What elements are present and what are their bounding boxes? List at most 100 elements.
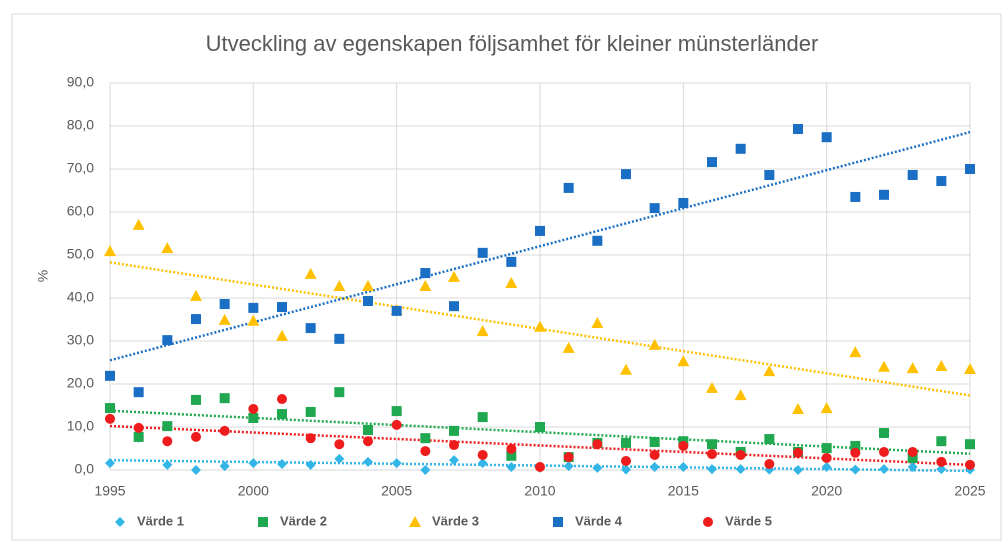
point (277, 409, 287, 420)
legend-marker (115, 517, 125, 527)
point (477, 458, 488, 469)
y-tick-label: 80,0 (67, 117, 94, 133)
point (763, 365, 776, 377)
point (964, 362, 976, 374)
point (764, 170, 775, 181)
point (420, 446, 431, 457)
y-tick-label: 50,0 (67, 246, 94, 262)
point (420, 433, 431, 444)
point (821, 452, 832, 463)
legend-marker (409, 516, 421, 527)
y-tick-label: 10,0 (67, 418, 94, 434)
point (592, 439, 603, 450)
point (506, 450, 517, 461)
point (334, 453, 345, 464)
point (133, 431, 144, 442)
point (248, 302, 259, 313)
point (649, 203, 660, 214)
point (707, 439, 717, 450)
x-tick-label: 2000 (238, 483, 269, 499)
point (563, 452, 574, 463)
y-tick-label: 90,0 (67, 74, 94, 90)
y-tick-label: 20,0 (67, 375, 94, 391)
point (476, 325, 489, 337)
point (879, 446, 889, 457)
y-tick-label: 70,0 (67, 160, 94, 176)
point (448, 270, 460, 282)
point (191, 394, 201, 405)
point (391, 458, 402, 469)
point (362, 279, 374, 291)
point (449, 440, 459, 451)
point (277, 302, 287, 313)
point (334, 387, 345, 398)
point (305, 406, 316, 417)
point (162, 436, 173, 447)
point (879, 464, 889, 475)
point (506, 461, 517, 472)
point (305, 323, 316, 334)
point (850, 440, 861, 451)
point (621, 464, 631, 475)
point (678, 461, 689, 472)
point (849, 346, 862, 358)
point (277, 458, 287, 469)
y-tick-label: 60,0 (67, 203, 94, 219)
x-tick-label: 2010 (524, 483, 555, 499)
point (735, 464, 746, 475)
legend-label: Värde 5 (725, 513, 772, 528)
point (592, 235, 603, 246)
point (907, 461, 918, 472)
point (191, 431, 201, 442)
point (764, 434, 775, 445)
x-tick-label: 2020 (811, 483, 842, 499)
chart-frame (11, 13, 1002, 541)
x-tick-label: 1995 (94, 483, 125, 499)
legend-label: Värde 2 (280, 513, 327, 528)
point (793, 465, 803, 475)
point (105, 413, 115, 424)
x-tick-label: 2025 (954, 483, 985, 499)
point (218, 313, 231, 325)
point (391, 406, 402, 417)
point (506, 256, 517, 267)
y-tick-label: 0,0 (75, 461, 95, 477)
point (678, 440, 689, 451)
point (305, 433, 316, 444)
point (419, 279, 432, 291)
point (563, 461, 574, 472)
point (821, 461, 832, 472)
legend-label: Värde 3 (432, 513, 479, 528)
point (563, 182, 574, 193)
point (132, 218, 145, 230)
point (735, 143, 746, 154)
point (477, 412, 488, 423)
point (850, 464, 861, 475)
point (219, 393, 230, 404)
point (105, 403, 115, 414)
point (333, 279, 346, 291)
point (334, 333, 345, 344)
point (449, 455, 459, 466)
point (562, 341, 575, 353)
point (621, 437, 631, 448)
point (105, 370, 115, 381)
point (363, 296, 373, 307)
point (935, 359, 948, 371)
point (821, 132, 832, 143)
point (247, 314, 260, 326)
point (277, 394, 287, 405)
point (592, 462, 603, 473)
point (219, 299, 230, 310)
point (363, 456, 373, 467)
point (793, 124, 803, 135)
point (793, 447, 803, 458)
point (162, 459, 173, 470)
y-axis-label: % (35, 270, 51, 282)
point (161, 242, 174, 254)
legend-label: Värde 1 (137, 513, 184, 528)
point (219, 461, 230, 472)
point (965, 439, 975, 450)
point (621, 169, 631, 180)
